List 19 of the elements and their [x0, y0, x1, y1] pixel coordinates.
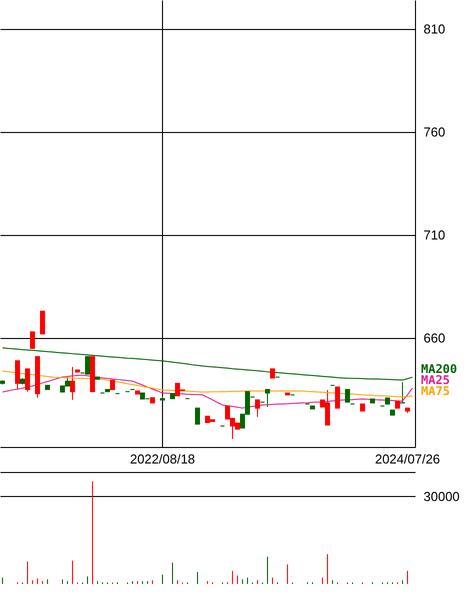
y-tick-label: 710: [424, 228, 446, 243]
candlestick: [110, 380, 115, 390]
y-tick-label: 660: [424, 330, 446, 346]
candlestick: [70, 366, 75, 400]
candlestick: [40, 310, 45, 334]
x-tick-label: 2022/08/18: [130, 452, 196, 466]
candlestick: [195, 408, 200, 425]
candlestick: [345, 389, 350, 403]
y-tick-label: 810: [424, 22, 446, 37]
candlestick: [265, 389, 270, 408]
candlestick: [270, 368, 275, 378]
y-tick-label: 30000: [424, 488, 460, 504]
candlestick: [255, 399, 260, 418]
y-tick-label: 760: [424, 124, 446, 140]
candlestick: [15, 360, 20, 390]
candlestick: [30, 331, 35, 349]
x-tick-label: 2024/07/26: [374, 452, 440, 466]
candlestick: [25, 368, 30, 392]
candlestick: [335, 386, 340, 409]
